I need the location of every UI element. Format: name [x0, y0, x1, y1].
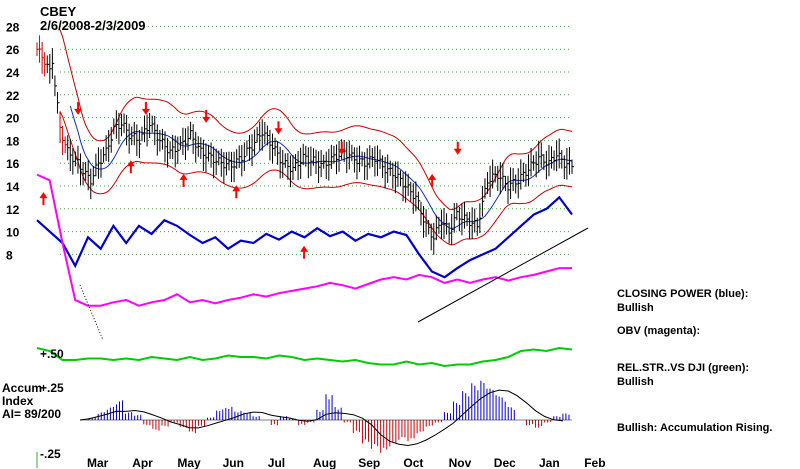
accum-index-label-1: Accum — [2, 381, 42, 395]
month-label-dec: Dec — [494, 456, 516, 469]
accum-minus25-label: -.25 — [40, 447, 61, 461]
month-label-may: May — [177, 456, 201, 469]
month-label-jul: Jul — [268, 456, 285, 469]
trend-line-dotted — [79, 284, 104, 341]
band-lines — [59, 29, 573, 246]
price-tick-18: 18 — [6, 134, 20, 148]
month-label-mar: Mar — [87, 456, 109, 469]
chart-date-range: 2/6/2008-2/3/2009 — [40, 18, 146, 33]
sell-arrow — [202, 109, 211, 123]
price-tick-8: 8 — [6, 248, 13, 262]
month-label-jan: Jan — [539, 456, 560, 469]
note-obv-line1: OBV (magenta): — [617, 325, 700, 337]
price-tick-16: 16 — [6, 157, 20, 171]
closing-power-line — [36, 195, 573, 279]
price-tick-14: 14 — [6, 180, 20, 194]
chart-symbol: CBEY — [40, 4, 76, 19]
buy-arrow — [39, 192, 48, 206]
trend-lines — [79, 227, 589, 341]
month-label-apr: Apr — [132, 456, 153, 469]
buy-arrow — [179, 173, 188, 187]
arrow-head — [453, 148, 462, 155]
arrow-head — [141, 108, 150, 115]
obv-series — [36, 173, 572, 307]
price-bars — [36, 35, 574, 255]
month-axis-ticks: Mar Apr May Jun Jul Aug Sep Oct Nov Dec Jan Feb — [87, 456, 606, 469]
buy-arrow — [232, 185, 241, 199]
relative-strength-series — [36, 346, 573, 368]
price-tick-26: 26 — [6, 43, 20, 57]
arrow-head — [232, 185, 241, 192]
accum-index-label-3: AI= 89/200 — [2, 407, 61, 421]
accumulation-histogram — [79, 380, 572, 453]
sell-arrow — [274, 121, 283, 135]
price-tick-24: 24 — [6, 66, 20, 80]
accum-index-label-2: Index — [2, 394, 34, 408]
closing-power-series — [36, 195, 573, 279]
sell-arrow — [141, 101, 150, 115]
note-closing-power-line1: CLOSING POWER (blue): — [617, 288, 748, 300]
price-tick-10: 10 — [6, 226, 20, 240]
arrow-head — [179, 173, 188, 180]
obv-line — [36, 173, 572, 307]
buy-arrow — [126, 160, 135, 174]
price-tick-20: 20 — [6, 112, 20, 126]
price-tick-28: 28 — [6, 20, 20, 34]
price-tick-12: 12 — [6, 203, 20, 217]
arrow-head — [274, 128, 283, 135]
month-label-feb: Feb — [584, 456, 605, 469]
accum-smoothed-line — [79, 389, 563, 447]
buy-arrow — [428, 173, 437, 187]
price-gridlines — [60, 25, 572, 255]
arrow-head — [202, 116, 211, 123]
trend-line-up — [417, 227, 589, 323]
arrow-head — [428, 173, 437, 180]
month-label-aug: Aug — [313, 456, 336, 469]
month-label-oct: Oct — [403, 456, 423, 469]
rel-strength-plus50-label: +.50 — [40, 347, 64, 361]
note-relstr-line1: REL.STR..VS DJI (green): — [617, 362, 749, 374]
note-closing-power-line2: Bullish — [617, 302, 654, 314]
note-relstr-line2: Bullish — [617, 376, 654, 388]
arrow-head — [74, 108, 83, 115]
sell-arrow — [74, 101, 83, 115]
arrow-head — [39, 192, 48, 199]
sell-arrow — [453, 141, 462, 155]
month-label-sep: Sep — [358, 456, 380, 469]
sell-arrow — [337, 141, 346, 155]
price-axis-ticks: 8 10 12 14 16 18 20 22 24 26 28 — [6, 20, 20, 262]
arrow-head — [300, 245, 309, 252]
arrow-head — [126, 160, 135, 167]
signal-arrows — [39, 101, 462, 259]
note-accumulation-line1: Bullish: Accumulation Rising. — [617, 422, 772, 434]
month-label-nov: Nov — [449, 456, 472, 469]
lower-band-line — [59, 111, 573, 246]
upper-band-line — [59, 29, 573, 211]
arrow-head — [337, 148, 346, 155]
buy-arrow — [300, 245, 309, 259]
price-tick-22: 22 — [6, 89, 20, 103]
month-label-jun: Jun — [223, 456, 244, 469]
accum-plus25-label: +.25 — [40, 381, 64, 395]
relative-strength-line — [36, 346, 573, 368]
